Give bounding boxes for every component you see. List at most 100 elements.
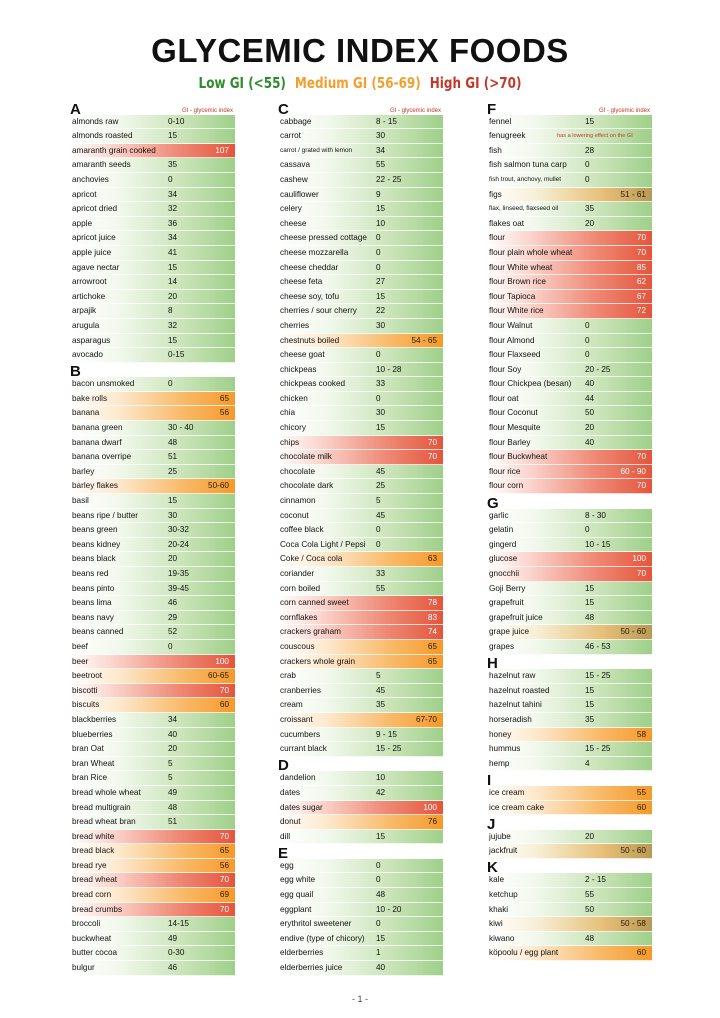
gi-value: 63 bbox=[427, 554, 437, 564]
food-row: beans canned 52 bbox=[70, 625, 235, 640]
food-row: flour Tapioca 67 bbox=[487, 289, 652, 305]
food-name: flour Coconut bbox=[489, 408, 538, 418]
food-row: cassava 55 bbox=[278, 158, 443, 173]
gi-value: 60-65 bbox=[208, 671, 229, 681]
food-name: avocado bbox=[72, 350, 103, 360]
food-row: amaranth seeds 35 bbox=[70, 158, 235, 173]
food-name: chestnuts boiled bbox=[280, 335, 340, 345]
gi-value: 50 - 60 bbox=[620, 846, 647, 856]
food-row: crackers graham 74 bbox=[278, 625, 443, 640]
food-row: chickpeas cooked 33 bbox=[278, 377, 443, 392]
food-name: kiwi bbox=[489, 919, 503, 929]
gi-value: 67-70 bbox=[416, 714, 437, 724]
gi-value: 0 bbox=[168, 641, 173, 651]
gi-value: 70 bbox=[636, 233, 646, 243]
gi-value: 39-45 bbox=[168, 583, 189, 593]
food-row: flour rice 60 - 90 bbox=[487, 464, 652, 480]
food-row: bacon unsmoked 0 bbox=[70, 377, 235, 392]
food-name: apricot dried bbox=[72, 204, 118, 214]
gi-value: 51 - 61 bbox=[620, 189, 647, 199]
food-name: erythritol sweetener bbox=[280, 919, 352, 929]
food-name: cherries / sour cherry bbox=[280, 306, 357, 316]
food-row: bread whole wheat 49 bbox=[70, 785, 235, 801]
food-row: elderberries juice 40 bbox=[278, 961, 443, 976]
gi-value: 48 bbox=[585, 612, 595, 622]
food-name: chocolate milk bbox=[280, 452, 332, 462]
food-row: flour Brown rice 62 bbox=[487, 275, 652, 290]
section-letter: G bbox=[487, 494, 499, 512]
gi-value: 20 bbox=[168, 744, 178, 754]
food-row: agave nectar 15 bbox=[70, 260, 235, 276]
food-name: cassava bbox=[280, 160, 311, 170]
food-row: cranberries 45 bbox=[278, 683, 443, 699]
food-row: bread corn 69 bbox=[70, 888, 235, 903]
food-row: bread black 65 bbox=[70, 844, 235, 859]
food-name: hummus bbox=[489, 744, 521, 754]
food-row: cream 35 bbox=[278, 698, 443, 713]
food-name: cranberries bbox=[280, 685, 321, 695]
food-row: chocolate 45 bbox=[278, 464, 443, 480]
food-column-1: A GI - glycemic index almonds raw 0-10 almon… bbox=[70, 100, 235, 976]
food-name: eggplant bbox=[280, 904, 312, 914]
food-row: apricot 34 bbox=[70, 187, 235, 203]
food-name: grape juice bbox=[489, 627, 530, 637]
page-title: GLYCEMIC INDEX FOODS bbox=[151, 32, 569, 69]
gi-value: 65 bbox=[427, 656, 437, 666]
food-name: carrot bbox=[280, 131, 301, 141]
food-name: crackers whole grain bbox=[280, 656, 356, 666]
food-name: bran Rice bbox=[72, 773, 108, 783]
section-header: G bbox=[487, 494, 652, 512]
gi-value: 48 bbox=[168, 802, 178, 812]
food-row: flour Flaxseed 0 bbox=[487, 348, 652, 363]
gi-value: 46 bbox=[168, 598, 178, 608]
gi-value: 2 - 15 bbox=[585, 875, 606, 885]
gi-value: 0 bbox=[585, 160, 590, 170]
food-row: banana dwarf 48 bbox=[70, 435, 235, 451]
food-name: flour Mesquite bbox=[489, 423, 541, 433]
food-row: banana 56 bbox=[70, 406, 235, 422]
gi-value: 10 - 20 bbox=[376, 904, 402, 914]
gi-value: 30-32 bbox=[168, 525, 189, 535]
gi-value: 50-60 bbox=[208, 481, 229, 491]
gi-value: 0-10 bbox=[168, 116, 185, 126]
food-row: amaranth grain cooked 107 bbox=[70, 143, 235, 159]
food-name: bread wheat bran bbox=[72, 817, 136, 827]
food-name: egg quail bbox=[280, 890, 314, 900]
food-name: donut bbox=[280, 817, 301, 827]
gi-value: 70 bbox=[219, 685, 229, 695]
section-letter: H bbox=[487, 655, 498, 673]
food-name: beetroot bbox=[72, 671, 103, 681]
gi-value: 19-35 bbox=[168, 569, 189, 578]
gi-value: 15 bbox=[168, 262, 178, 272]
gi-value: 0 bbox=[376, 233, 381, 243]
food-name: beans pinto bbox=[72, 583, 115, 593]
food-name: flour Tapioca bbox=[489, 291, 536, 301]
gi-value: 0 bbox=[168, 379, 173, 389]
gi-value: 70 bbox=[636, 569, 646, 578]
food-row: fenugreek has a lowering effect on the GI bbox=[487, 129, 652, 144]
gi-value: 30 bbox=[168, 510, 178, 520]
food-name: celery bbox=[280, 204, 302, 214]
food-row: artichoke 20 bbox=[70, 289, 235, 305]
food-row: kale 2 - 15 bbox=[487, 873, 652, 889]
food-name: ketchup bbox=[489, 890, 518, 900]
food-row: khaki 50 bbox=[487, 902, 652, 918]
section-letter: K bbox=[487, 859, 498, 877]
gi-value: 50 bbox=[585, 904, 595, 914]
food-name: kale bbox=[489, 875, 505, 885]
food-row: grape juice 50 - 60 bbox=[487, 625, 652, 640]
gi-value: 15 bbox=[376, 831, 386, 841]
food-row: beef 0 bbox=[70, 639, 235, 655]
gi-value: 33 bbox=[376, 379, 386, 389]
page-number: - 1 - bbox=[351, 994, 368, 1004]
food-name: figs bbox=[489, 189, 502, 199]
food-row: bread wheat bran 51 bbox=[70, 815, 235, 830]
food-name: flour plain whole wheat bbox=[489, 247, 573, 257]
section-letter: B bbox=[70, 363, 81, 381]
food-name: flour Buckwheat bbox=[489, 452, 548, 462]
food-name: Goji Berry bbox=[489, 583, 526, 593]
food-name: arpajik bbox=[72, 306, 97, 316]
